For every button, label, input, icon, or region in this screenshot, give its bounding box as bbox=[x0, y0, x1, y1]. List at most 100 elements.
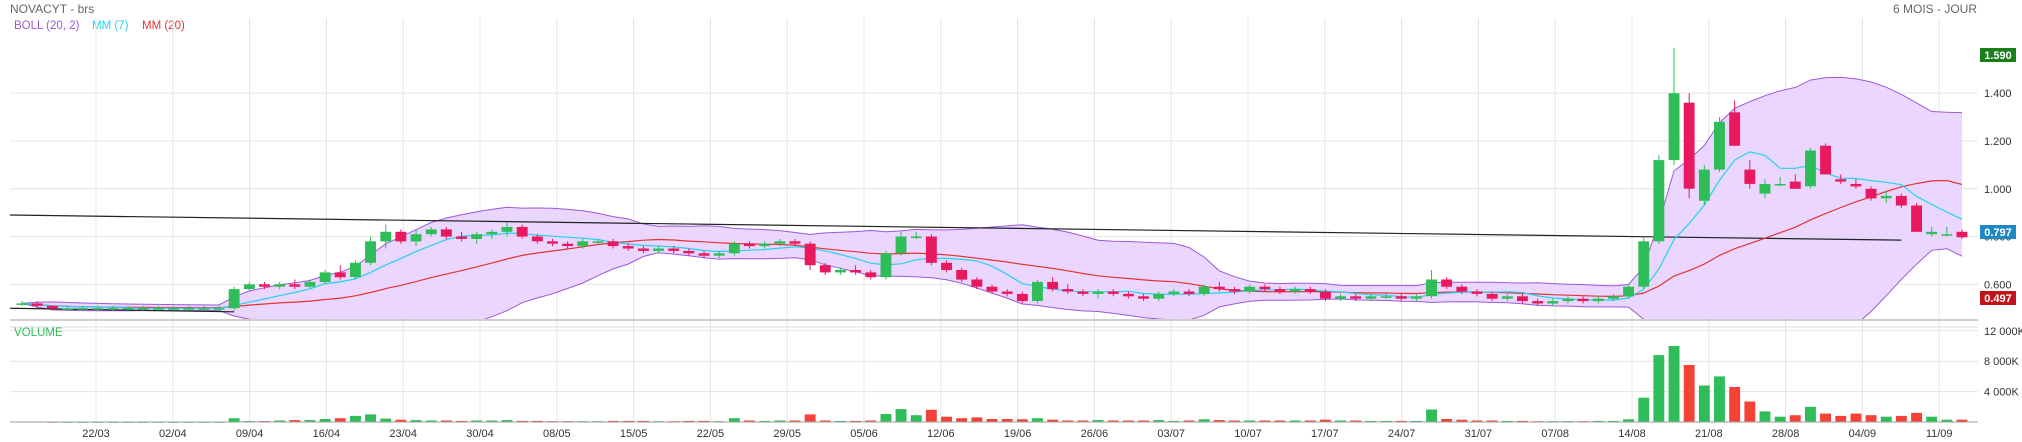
volume-bar bbox=[1426, 409, 1437, 422]
volume-bar bbox=[638, 420, 649, 422]
candle-body bbox=[759, 243, 771, 247]
volume-bar bbox=[1592, 420, 1604, 422]
volume-bar bbox=[516, 420, 528, 422]
candle-body bbox=[1092, 291, 1104, 294]
volume-bar bbox=[350, 415, 361, 422]
candle-body bbox=[1850, 184, 1862, 187]
candle-body bbox=[1077, 291, 1089, 294]
legend-boll[interactable]: BOLL (20, 2) bbox=[14, 20, 80, 32]
volume-bar bbox=[1032, 418, 1043, 422]
candle-body bbox=[622, 246, 634, 249]
volume-bar bbox=[1456, 419, 1468, 422]
x-tick-label: 10/07 bbox=[1234, 428, 1262, 440]
candle-body bbox=[653, 248, 664, 251]
candle-body bbox=[1683, 102, 1695, 189]
candle-body bbox=[137, 308, 149, 310]
volume-bar bbox=[1789, 415, 1801, 422]
candle-body bbox=[728, 243, 740, 254]
candle-body bbox=[92, 308, 104, 310]
candle-body bbox=[1941, 234, 1953, 236]
candle-body bbox=[1213, 286, 1225, 290]
volume-bar bbox=[1517, 420, 1528, 422]
trendline bbox=[10, 307, 235, 313]
volume-bar bbox=[1168, 420, 1180, 422]
candle-body bbox=[198, 308, 210, 310]
date-axis: 22/03 02/04 09/04 16/04 23/04 30/04 08/05 15/05… bbox=[82, 428, 1952, 440]
volume-bar bbox=[1244, 420, 1256, 422]
volume-bar bbox=[774, 420, 786, 422]
volume-bar bbox=[1820, 413, 1831, 422]
candle-body bbox=[1395, 296, 1407, 299]
volume-bar bbox=[1714, 376, 1725, 422]
candle-body bbox=[516, 227, 528, 237]
volume-bar bbox=[925, 409, 937, 422]
candle-body bbox=[1653, 160, 1665, 242]
chart-title: NOVACYT - brs bbox=[10, 2, 94, 16]
candle-body bbox=[865, 272, 877, 278]
candle-body bbox=[1926, 231, 1938, 235]
volume-bar bbox=[607, 420, 619, 422]
candle-body bbox=[1335, 296, 1346, 299]
volume-bar bbox=[1350, 420, 1362, 422]
volume-bar bbox=[971, 417, 983, 422]
candle-body bbox=[1880, 195, 1892, 199]
candlesticks bbox=[16, 47, 1968, 311]
volume-bar bbox=[1835, 415, 1847, 422]
candle-body bbox=[1153, 293, 1165, 299]
candle-body bbox=[971, 279, 983, 287]
candle-body bbox=[395, 231, 407, 242]
candle-body bbox=[1123, 293, 1134, 297]
candle-body bbox=[16, 303, 28, 305]
price-tick-label: 1.200 bbox=[1984, 136, 2012, 148]
volume-bar bbox=[1683, 365, 1695, 422]
x-tick-label: 28/08 bbox=[1772, 428, 1800, 440]
volume-bar bbox=[486, 420, 498, 422]
moving-averages bbox=[21, 151, 1963, 309]
candle-body bbox=[1259, 286, 1271, 290]
candle-body bbox=[1244, 286, 1256, 292]
candle-body bbox=[425, 229, 437, 235]
volume-bar bbox=[1608, 420, 1619, 422]
candle-body bbox=[1486, 293, 1498, 299]
volume-bar bbox=[1395, 420, 1407, 422]
volume-bar bbox=[1259, 420, 1271, 422]
volume-bar bbox=[334, 418, 346, 422]
legend-mm7[interactable]: MM (7) bbox=[92, 20, 129, 32]
candle-body bbox=[668, 248, 680, 251]
candle-body bbox=[1471, 291, 1483, 294]
period-selector[interactable]: 6 MOIS - JOUR bbox=[1893, 2, 1977, 16]
x-tick-label: 19/06 bbox=[1004, 428, 1032, 440]
volume-bar bbox=[1941, 419, 1953, 422]
candle-body bbox=[1517, 296, 1528, 302]
volume-bar bbox=[835, 420, 846, 422]
volume-bar bbox=[1486, 420, 1498, 422]
volume-bar bbox=[1016, 419, 1028, 422]
candle-body bbox=[1107, 291, 1119, 294]
candle-body bbox=[607, 241, 619, 247]
volume-bar bbox=[1183, 420, 1195, 422]
candle-body bbox=[562, 243, 574, 247]
volume-label: VOLUME bbox=[14, 327, 63, 339]
volume-bar bbox=[395, 419, 407, 422]
volume-bar bbox=[1895, 415, 1907, 422]
volume-bar bbox=[1077, 420, 1089, 422]
candle-body bbox=[1426, 279, 1437, 297]
volume-bar bbox=[228, 418, 240, 422]
x-tick-label: 24/07 bbox=[1388, 428, 1416, 440]
volume-bar bbox=[1880, 416, 1892, 422]
tag-low-value: 0.497 bbox=[1984, 293, 2012, 305]
indicator-legend: BOLL (20, 2) MM (7) MM (20) bbox=[14, 20, 185, 32]
price-tick-label: 1.000 bbox=[1984, 184, 2012, 196]
volume-tick-label: 8 000K bbox=[1984, 356, 2020, 368]
candle-body bbox=[1608, 296, 1619, 299]
candle-body bbox=[1289, 289, 1301, 292]
volume-bar bbox=[289, 420, 301, 422]
candle-body bbox=[471, 234, 483, 239]
volume-bar bbox=[1623, 419, 1634, 422]
volume-bar bbox=[440, 420, 452, 422]
candle-body bbox=[1047, 281, 1059, 290]
volume-bar bbox=[622, 420, 634, 422]
x-tick-label: 11/09 bbox=[1926, 428, 1953, 440]
volume-bar bbox=[1638, 397, 1650, 422]
legend-mm20[interactable]: MM (20) bbox=[142, 20, 185, 32]
